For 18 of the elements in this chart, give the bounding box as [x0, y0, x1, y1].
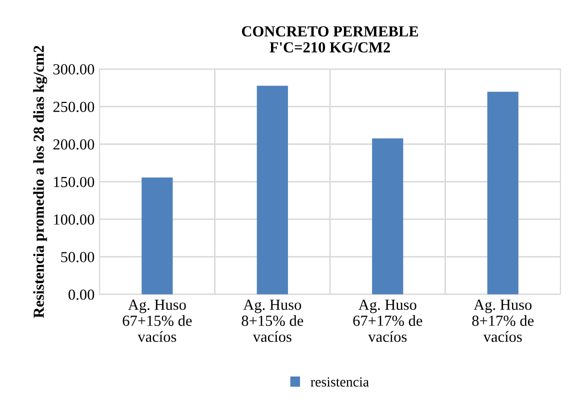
- chart-title: CONCRETO PERMEBLE F'C=210 KG/CM2: [242, 26, 418, 53]
- x-tick-label: Ag. Huso 67+17% de vacíos: [353, 300, 422, 342]
- bar: [256, 86, 288, 294]
- y-tick-label: 100.00: [54, 214, 94, 225]
- y-axis-title: Resistencia promedio a los 28 dias kg/cm2: [33, 46, 48, 318]
- y-tick-label: 200.00: [53, 139, 94, 150]
- y-tick-label: 300.00: [53, 64, 94, 75]
- y-tick-label: 50.00: [61, 252, 94, 262]
- bar: [372, 138, 404, 294]
- bar: [142, 177, 173, 294]
- y-tick-label: 250.00: [53, 102, 94, 112]
- bar: [487, 92, 518, 294]
- y-tick-label: 0.00: [68, 289, 94, 300]
- legend-label: resistencia: [310, 377, 369, 387]
- y-tick-label: 150.00: [54, 176, 94, 188]
- x-tick-label: Ag. Huso 8+15% de vacíos: [242, 300, 304, 342]
- x-tick-label: Ag. Huso 67+15% de vacíos: [122, 300, 192, 342]
- x-tick-label: Ag. Huso 8+17% de vacíos: [472, 300, 534, 342]
